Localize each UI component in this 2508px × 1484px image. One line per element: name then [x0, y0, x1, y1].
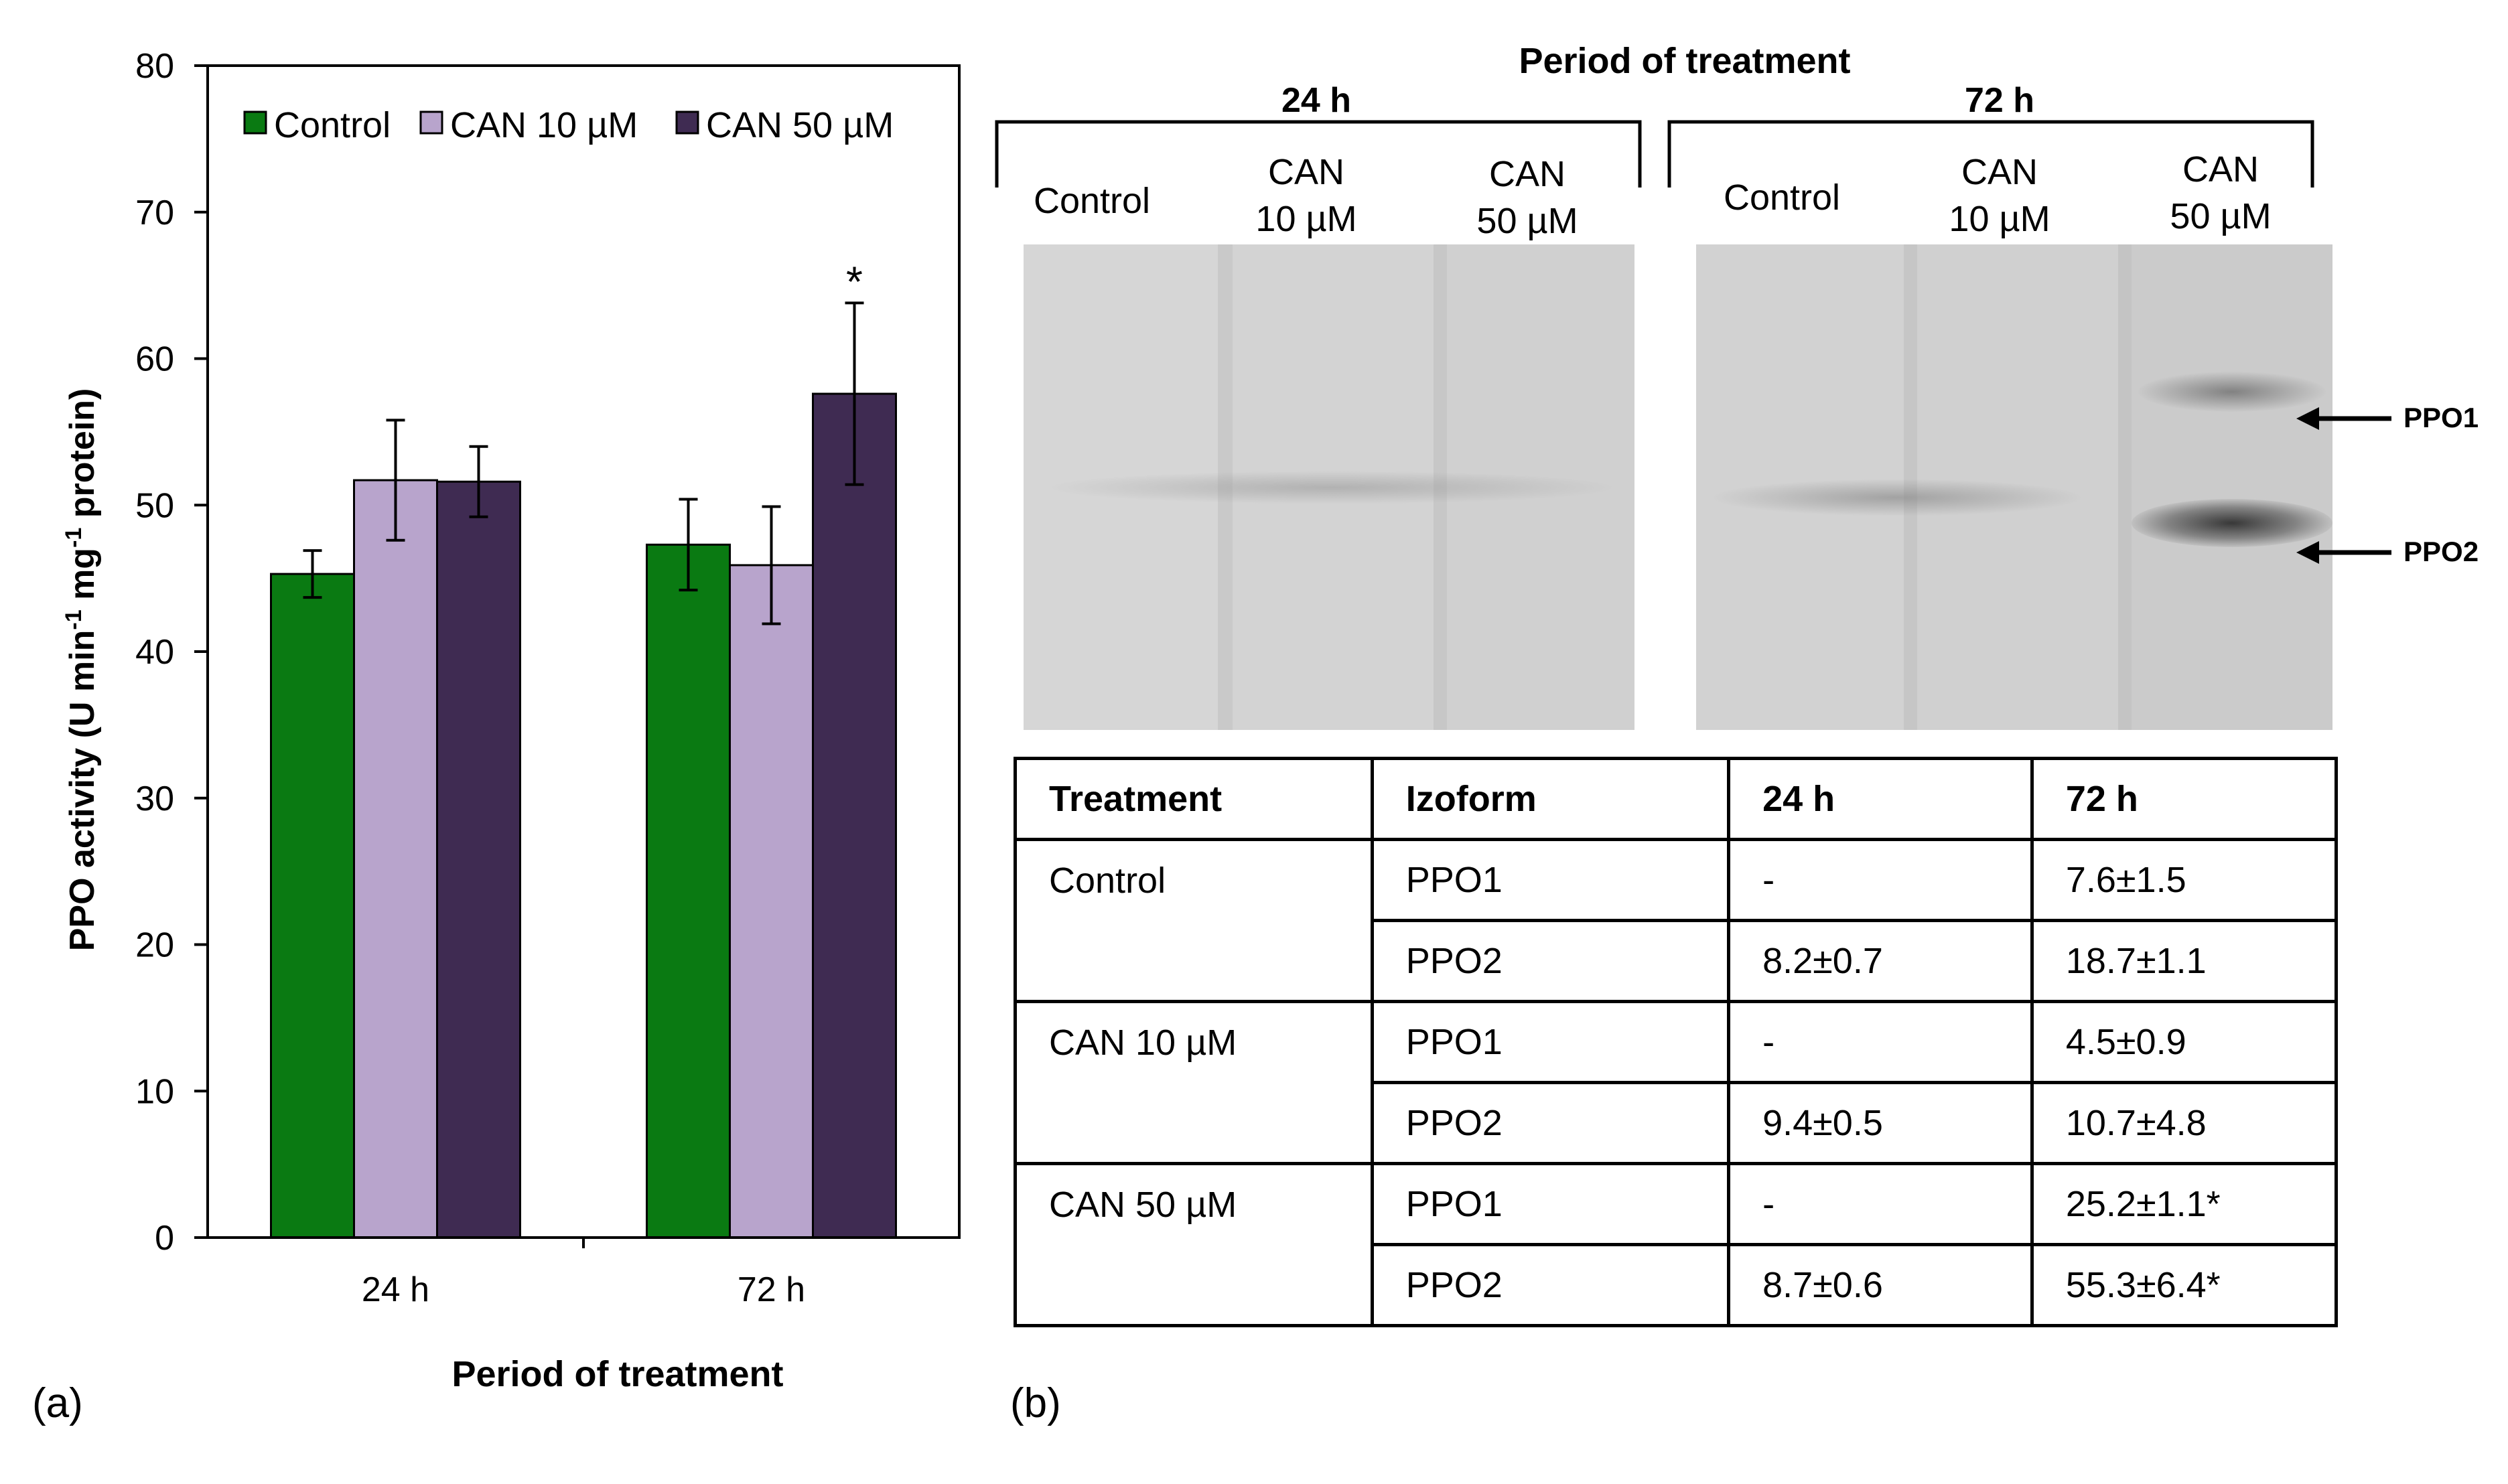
lane-label-24h-can50: CAN 50 µM	[1476, 154, 1578, 241]
izoform-cell: PPO1	[1370, 1000, 1731, 1084]
value-72h-cell: 7.6±1.5	[2030, 838, 2339, 922]
gel-image-24h	[1024, 244, 1634, 730]
bars-layer: *	[270, 257, 897, 1239]
header-izoform: Izoform	[1370, 757, 1731, 841]
value-72h-cell: 25.2±1.1*	[2030, 1162, 2339, 1246]
table-row: Control PPO1 - 7.6±1.5	[1014, 838, 2339, 1003]
bracket-24h	[995, 120, 1642, 188]
legend-label: Control	[274, 105, 391, 145]
value-72h-cell: 55.3±6.4*	[2030, 1243, 2339, 1327]
panel-a-label: (a)	[32, 1380, 83, 1426]
y-tick-label: 30	[135, 780, 174, 818]
bar-chart: 0 10 20 30 40 50 60 70 80 * Control CAN 10 µM CAN …	[61, 47, 961, 1394]
band-label-ppo2: PPO2	[2404, 536, 2479, 567]
lane-label-24h-control: Control	[1033, 181, 1151, 221]
legend-swatch	[419, 110, 443, 135]
table-row: PPO2 8.2±0.7 18.7±1.1	[1016, 919, 2339, 1003]
gel-title: Period of treatment	[1519, 41, 1851, 81]
gel-image-72h	[1696, 244, 2332, 730]
table-row: PPO2 9.4±0.5 10.7±4.8	[1016, 1081, 2339, 1165]
table-header-row: Treatment Izoform 24 h 72 h	[1014, 757, 2339, 841]
band-arrows	[2296, 407, 2391, 564]
value-24h-cell: 9.4±0.5	[1727, 1081, 2034, 1165]
y-axis-ticks: 0 10 20 30 40 50 60 70 80	[135, 47, 208, 1258]
treatment-cell: CAN 10 µM	[1014, 1000, 1374, 1165]
y-tick-label: 80	[135, 47, 174, 86]
y-tick-label: 40	[135, 633, 174, 672]
value-72h-cell: 18.7±1.1	[2030, 919, 2339, 1003]
bar	[729, 564, 814, 1239]
header-treatment: Treatment	[1014, 757, 1374, 841]
legend: Control CAN 10 µM CAN 50 µM	[243, 105, 894, 145]
y-tick-label: 0	[155, 1219, 174, 1258]
value-24h-cell: 8.2±0.7	[1727, 919, 2034, 1003]
value-24h-cell: -	[1727, 838, 2034, 922]
bar	[436, 480, 521, 1239]
axes-layer	[206, 64, 961, 1248]
legend-swatch	[675, 110, 699, 135]
legend-swatch	[243, 110, 267, 135]
table-row: PPO2 8.7±0.6 55.3±6.4*	[1016, 1243, 2339, 1327]
y-tick-label: 20	[135, 926, 174, 965]
table-row: CAN 50 µM PPO1 - 25.2±1.1*	[1014, 1162, 2339, 1327]
panel-b-label: (b)	[1010, 1380, 1061, 1426]
izoform-cell: PPO2	[1370, 919, 1731, 1003]
x-tick-label: 24 h	[362, 1270, 429, 1309]
y-axis-title: PPO activity (U min-1 mg-1 protein)	[61, 388, 102, 952]
gel-group-title-72h: 72 h	[1964, 81, 2035, 120]
y-tick-label: 70	[135, 194, 174, 232]
lane-label-72h-can10: CAN 10 µM	[1949, 152, 2050, 239]
value-24h-cell: -	[1727, 1000, 2034, 1084]
lane-label-72h-control: Control	[1723, 177, 1841, 218]
x-tick-label: 72 h	[738, 1270, 805, 1309]
ppo1-arrow-head	[2296, 407, 2319, 430]
treatment-cell: CAN 50 µM	[1014, 1162, 1374, 1327]
lane-label-24h-can10: CAN 10 µM	[1255, 152, 1357, 239]
value-72h-cell: 10.7±4.8	[2030, 1081, 2339, 1165]
isoform-table: Treatment Izoform 24 h 72 h Control PPO1…	[1014, 757, 2339, 1327]
table-row: CAN 10 µM PPO1 - 4.5±0.9	[1014, 1000, 2339, 1165]
x-axis-labels: 24 h 72 h	[362, 1270, 805, 1309]
izoform-cell: PPO2	[1370, 1081, 1731, 1165]
header-24h: 24 h	[1727, 757, 2034, 841]
bar	[812, 392, 897, 1239]
y-tick-label: 10	[135, 1072, 174, 1111]
x-axis-title: Period of treatment	[451, 1354, 783, 1394]
ppo2-arrow-head	[2296, 541, 2319, 564]
treatment-cell: Control	[1014, 838, 1374, 1003]
band-label-ppo1: PPO1	[2404, 402, 2479, 433]
bracket-72h	[1667, 120, 2314, 188]
y-tick-label: 60	[135, 340, 174, 379]
gel-group-brackets	[995, 120, 2314, 188]
bar	[270, 573, 355, 1239]
izoform-cell: PPO1	[1370, 1162, 1731, 1246]
legend-label: CAN 50 µM	[706, 105, 894, 145]
bar	[353, 479, 438, 1239]
izoform-cell: PPO2	[1370, 1243, 1731, 1327]
izoform-cell: PPO1	[1370, 838, 1731, 922]
bar	[646, 543, 731, 1239]
value-72h-cell: 4.5±0.9	[2030, 1000, 2339, 1084]
header-72h: 72 h	[2030, 757, 2339, 841]
lane-label-72h-can50: CAN 50 µM	[2170, 149, 2272, 236]
value-24h-cell: -	[1727, 1162, 2034, 1246]
value-24h-cell: 8.7±0.6	[1727, 1243, 2034, 1327]
legend-label: CAN 10 µM	[450, 105, 638, 145]
y-tick-label: 50	[135, 486, 174, 525]
gel-group-title-24h: 24 h	[1281, 81, 1352, 120]
significance-asterisk: *	[846, 257, 863, 305]
